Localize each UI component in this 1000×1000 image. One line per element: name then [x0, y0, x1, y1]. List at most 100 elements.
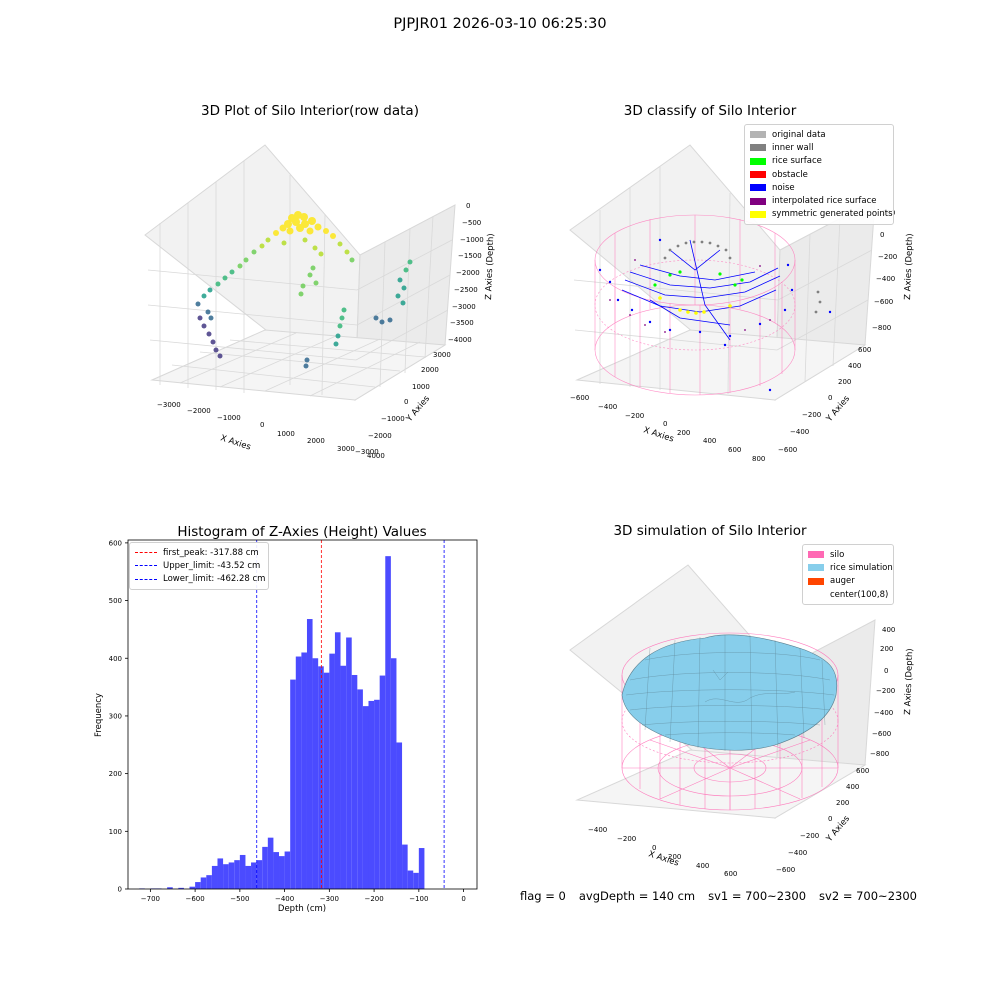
legend-item: original data: [750, 128, 888, 141]
legend-label: rice simulation: [830, 562, 893, 573]
histogram-bar: [234, 860, 240, 889]
classify-noise-points: [621, 239, 781, 341]
raw-y-tick: −3000: [355, 448, 379, 456]
histogram-bar: [211, 865, 218, 889]
legend-swatch: [750, 197, 766, 205]
simulation-panel: 3D simulation of Silo Interior: [530, 520, 970, 880]
raw-floor-pane: [150, 329, 447, 401]
histogram-x-label: Depth (cm): [278, 904, 326, 914]
sv2-text: sv2 = 700~2300: [819, 889, 917, 903]
sim-z-tick: −400: [874, 709, 893, 717]
classify-purple-points: [609, 259, 771, 333]
raw-x-ticks: −3000 −2000 −1000 0 1000 2000 3000 4000: [157, 401, 385, 460]
sim-floor-pane: [575, 749, 867, 819]
legend-item: auger: [808, 575, 888, 588]
sim-z-tick: −600: [872, 730, 891, 738]
classify-title: 3D classify of Silo Interior: [623, 103, 797, 119]
classify-noise-dots: [598, 238, 832, 392]
sim-z-ticks: 400 200 0 −200 −400 −600 −800: [870, 626, 895, 758]
classify-x-tick: −600: [570, 394, 589, 402]
classify-x-tick: −400: [598, 403, 617, 411]
sim-y-tick: 0: [828, 815, 832, 823]
sim-x-ticks: −400 −200 0 200 400 600: [588, 826, 737, 878]
raw-x-tick: −2000: [187, 407, 211, 415]
raw-data-panel: 3D Plot of Silo Interior(row data): [100, 100, 520, 480]
sim-z-tick: −800: [870, 750, 889, 758]
histogram-bar: [167, 887, 173, 889]
raw-z-label: Z Axies (Depth): [484, 233, 496, 300]
sim-surface-grid: [625, 635, 835, 751]
classify-y-tick: 400: [848, 362, 861, 370]
classify-panel: 3D classify of Silo Interior: [530, 100, 970, 480]
classify-z-tick: 0: [880, 231, 884, 239]
sim-rice-surface: [621, 634, 838, 751]
histogram-legend: first_peak: -317.88 cm Upper_limit: -43.…: [129, 542, 269, 590]
histogram-bar: [290, 679, 296, 889]
raw-y-tick: −1000: [381, 415, 405, 423]
raw-z-tick: −3000: [452, 303, 476, 311]
histogram-bar: [306, 619, 313, 889]
raw-x-tick: 1000: [277, 430, 295, 438]
legend-line: [135, 565, 157, 567]
histogram-bar: [206, 875, 212, 889]
raw-x-tick: 3000: [337, 445, 355, 453]
classify-floor-pane: [575, 329, 867, 401]
legend-label: symmetric generated points: [772, 209, 893, 220]
legend-label: Upper_limit: -43.52 cm: [163, 560, 261, 571]
histogram-bar: [357, 689, 363, 889]
raw-z-tick: −1500: [458, 252, 482, 260]
legend-item: rice simulation: [808, 561, 893, 574]
histogram-y-label: Frequency: [94, 693, 104, 737]
sim-z-label: Z Axies (Depth): [903, 648, 915, 715]
classify-y-tick: −400: [790, 428, 809, 436]
simulation-plot: −400 −200 0 200 400 600 X Axies −600 −40…: [569, 564, 915, 878]
histogram-bar: [362, 706, 369, 889]
sim-y-tick: 400: [846, 783, 859, 791]
raw-z-tick: −2000: [456, 269, 480, 277]
histogram-x-tick: −600: [185, 895, 204, 903]
histogram-bar: [334, 632, 341, 889]
classify-y-tick: −600: [778, 446, 797, 454]
classify-x-ticks: −600 −400 −200 0 200 400 600 800: [570, 394, 765, 463]
histogram-bars: [139, 556, 425, 889]
legend-label: Lower_limit: -462.28 cm: [163, 574, 266, 585]
histogram-bar: [368, 700, 375, 889]
histogram-bar: [346, 637, 352, 889]
histogram-bar: [273, 852, 280, 889]
histogram-vlines: [256, 540, 445, 889]
legend-line: [135, 578, 157, 580]
raw-z-tick: −4000: [448, 336, 472, 344]
legend-line: [135, 552, 157, 554]
legend-swatch: [750, 131, 766, 139]
raw-x-tick: −1000: [217, 414, 241, 422]
histogram-y-tick: 500: [109, 597, 122, 605]
classify-y-ticks: −600 −400 −200 0 200 400 600: [778, 346, 871, 454]
histogram-bar: [251, 862, 257, 889]
raw-x-tick: −3000: [157, 401, 181, 409]
classify-x-tick: 0: [663, 420, 667, 428]
classify-z-ticks: 200 0 −200 −400 −600 −800: [872, 209, 897, 332]
simulation-title: 3D simulation of Silo Interior: [613, 523, 807, 539]
legend-swatch: [808, 577, 824, 585]
histogram-bar: [217, 858, 224, 889]
legend-swatch: [808, 564, 824, 572]
histogram-bar: [379, 675, 386, 889]
raw-x-label: X Axies: [219, 433, 252, 452]
histogram-x-tick: 0: [461, 895, 465, 903]
raw-y-tick: 2000: [421, 366, 439, 374]
classify-x-tick: 400: [703, 437, 716, 445]
raw-data-points: [195, 211, 413, 369]
histogram-y-tick: 600: [109, 539, 122, 547]
classify-x-tick: 800: [752, 455, 765, 463]
raw-x-tick: 2000: [307, 437, 325, 445]
legend-swatch: [750, 184, 766, 192]
legend-item: noise: [750, 181, 888, 194]
histogram-y-tick: 100: [109, 828, 122, 836]
raw-y-tick: 0: [404, 398, 408, 406]
histogram-bar: [262, 846, 268, 889]
legend-swatch: [750, 157, 766, 165]
classify-z-tick: −600: [874, 298, 893, 306]
histogram-y-ticks: 0 100 200 300 400 500 600: [109, 539, 128, 894]
legend-swatch: [808, 551, 824, 559]
histogram-bar: [329, 653, 335, 889]
